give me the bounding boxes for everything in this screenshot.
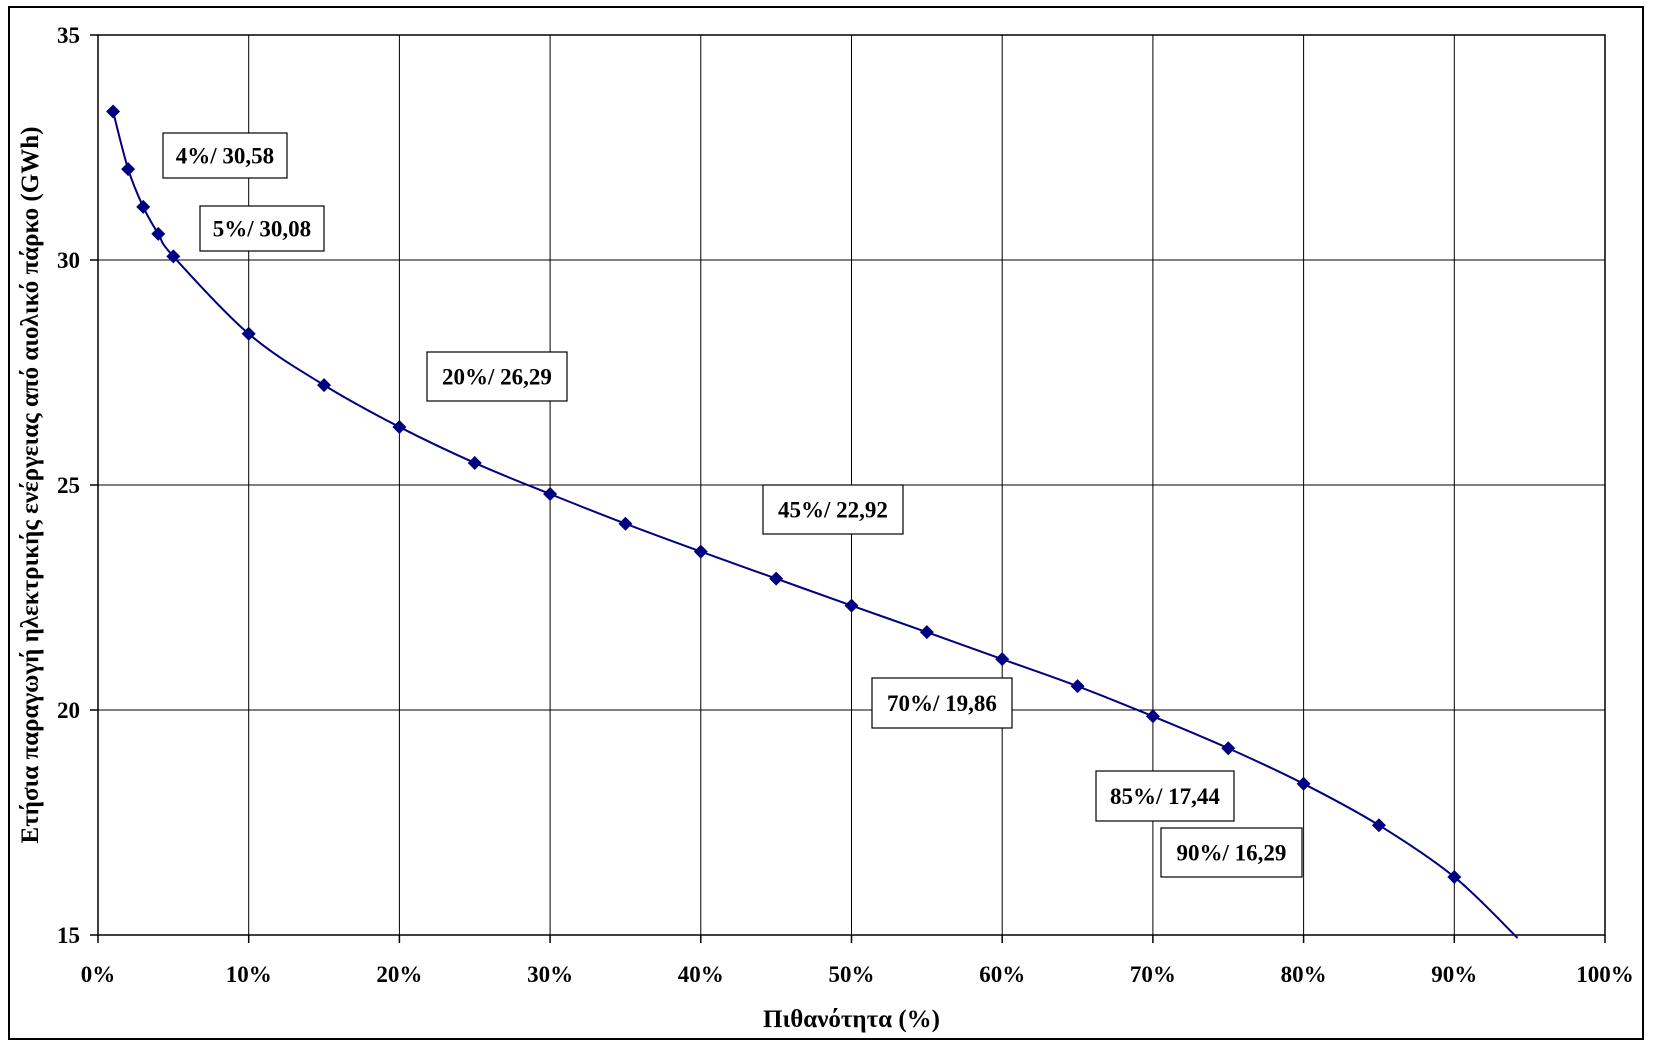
y-axis-title: Ετήσια παραγωγή ηλεκτρικής ενέργειας από… — [17, 127, 44, 844]
data-point-marker — [136, 199, 151, 214]
data-point-marker — [106, 104, 121, 119]
data-label-text: 20%/ 26,29 — [442, 365, 552, 390]
grid-lines — [98, 35, 1605, 935]
data-point-marker — [543, 487, 558, 501]
data-point-marker — [769, 571, 784, 586]
data-label: 4%/ 30,58 — [162, 132, 288, 179]
data-point-marker — [919, 625, 934, 640]
data-label-text: 4%/ 30,58 — [176, 144, 274, 169]
data-label-box — [1160, 827, 1303, 878]
y-tick-label: 35 — [57, 23, 80, 48]
data-point-marker — [317, 378, 332, 393]
data-point-marker — [392, 419, 407, 434]
y-tick-label: 15 — [57, 923, 80, 948]
data-point-marker — [166, 249, 181, 264]
x-tick-label: 80% — [1281, 962, 1327, 987]
data-point-marker — [693, 544, 708, 559]
x-tick-label: 10% — [226, 962, 272, 987]
data-point-marker — [1221, 741, 1236, 756]
data-label: 70%/ 19,86 — [871, 677, 1013, 729]
x-tick-label: 70% — [1130, 962, 1176, 987]
x-tick-label: 50% — [829, 962, 875, 987]
annotations: 4%/ 30,58 5%/ 30,08 20%/ 26,29 45%/ 22,92 70… — [162, 132, 1303, 878]
data-label: 90%/ 16,29 — [1160, 827, 1303, 878]
data-point-marker — [151, 226, 166, 241]
data-point-marker — [1070, 679, 1085, 694]
x-tick-label: 30% — [527, 962, 573, 987]
data-point-marker — [241, 326, 256, 341]
data-label-box — [1095, 770, 1235, 822]
data-point-marker — [467, 455, 482, 470]
y-axis: 15 20 25 30 35 — [57, 23, 98, 948]
data-point-marker — [1371, 818, 1386, 833]
chart-frame — [8, 6, 1644, 1040]
data-point-marker — [1296, 776, 1311, 791]
data-label-text: 85%/ 17,44 — [1110, 784, 1220, 809]
y-tick-label: 30 — [57, 248, 80, 273]
x-tick-label: 90% — [1431, 962, 1477, 987]
x-axis: 0% 10% 20% 30% 40% 50% 60% 70% 80% 90% 100% — [81, 935, 1634, 987]
data-label-box — [871, 677, 1013, 729]
x-tick-label: 100% — [1576, 962, 1634, 987]
data-label-text: 70%/ 19,86 — [887, 691, 997, 716]
data-label-box — [162, 132, 288, 179]
y-tick-label: 20 — [57, 698, 80, 723]
data-point-marker — [1145, 709, 1160, 724]
data-point-marker — [618, 516, 633, 531]
data-point-marker — [995, 652, 1010, 667]
x-tick-label: 40% — [678, 962, 724, 987]
data-label-text: 90%/ 16,29 — [1177, 841, 1287, 866]
data-label-text: 45%/ 22,92 — [778, 498, 888, 523]
data-label-box — [199, 205, 325, 252]
x-axis-title: Πιθανότητα (%) — [763, 1006, 940, 1033]
x-tick-label: 60% — [979, 962, 1025, 987]
data-label: 85%/ 17,44 — [1095, 770, 1235, 822]
data-point-marker — [121, 162, 136, 177]
data-point-marker — [844, 598, 859, 613]
data-label: 45%/ 22,92 — [762, 484, 904, 535]
x-tick-label: 0% — [81, 962, 116, 987]
data-label: 20%/ 26,29 — [426, 351, 568, 402]
data-point-marker — [1447, 869, 1462, 884]
data-label: 5%/ 30,08 — [199, 205, 325, 252]
data-label-text: 5%/ 30,08 — [213, 217, 311, 242]
y-tick-label: 25 — [57, 473, 80, 498]
data-label-box — [426, 351, 568, 402]
series-markers — [106, 104, 1462, 884]
x-tick-label: 20% — [376, 962, 422, 987]
data-label-box — [762, 484, 904, 535]
